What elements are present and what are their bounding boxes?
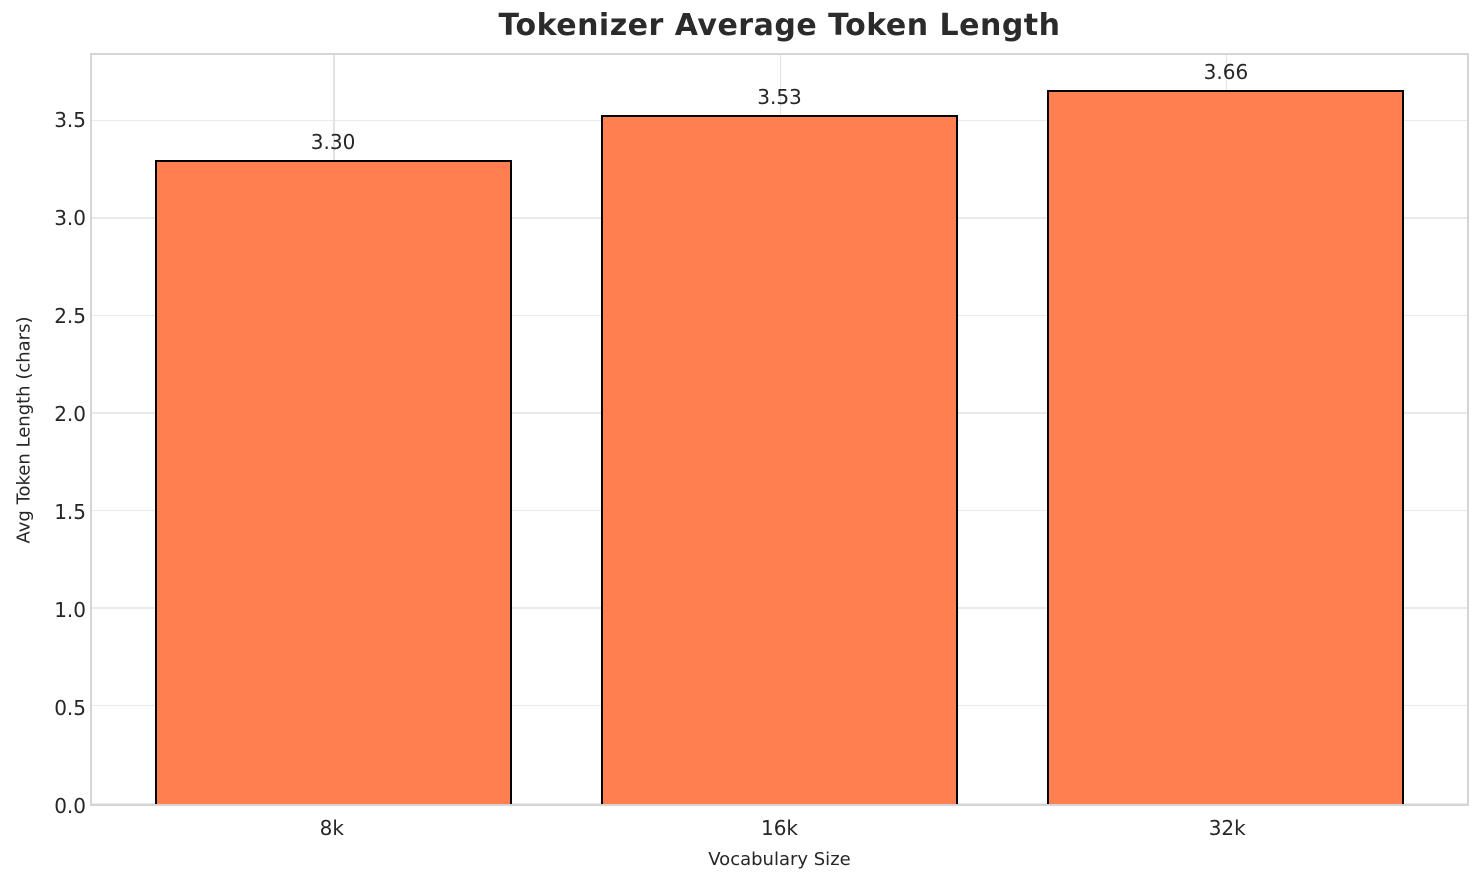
ytick-label: 0.5: [54, 695, 86, 720]
chart-title: Tokenizer Average Token Length: [498, 8, 1061, 43]
xtick-label: 8k: [319, 816, 344, 840]
xtick-label: 32k: [1208, 816, 1246, 840]
bar-16k: [600, 115, 959, 804]
ytick-label: 1.0: [54, 597, 86, 622]
bar-value-label: 3.30: [310, 130, 356, 155]
ytick-label: 2.0: [54, 401, 86, 426]
xtick-label: 16k: [760, 816, 799, 840]
bar-8k: [154, 160, 512, 804]
ytick-label: 2.5: [54, 303, 86, 328]
bar-32k: [1047, 90, 1405, 804]
bar-value-label: 3.66: [1203, 60, 1249, 85]
y-axis-label: Avg Token Length (chars): [13, 316, 35, 544]
ytick-label: 3.0: [54, 205, 86, 230]
bar-value-label: 3.53: [757, 85, 802, 110]
ytick-label: 0.0: [54, 794, 86, 818]
x-axis-label: Vocabulary Size: [708, 849, 851, 870]
ytick-label: 3.5: [54, 107, 86, 132]
ytick-label: 1.5: [54, 499, 86, 524]
plot-area: 3.30 3.53 3.66: [90, 53, 1469, 806]
